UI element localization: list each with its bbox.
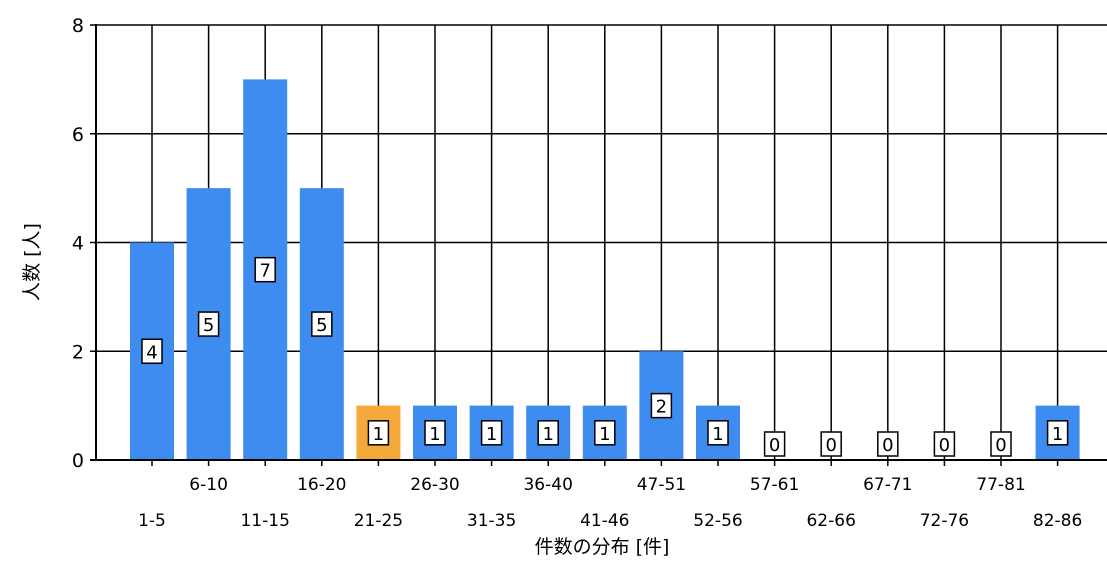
x-tick-label: 1-5 xyxy=(138,511,166,531)
data-label-box xyxy=(254,256,276,283)
data-label-box xyxy=(311,311,333,337)
data-label: 0 xyxy=(995,435,1006,456)
data-label: 1 xyxy=(429,424,440,445)
y-tick-label: 4 xyxy=(72,233,84,255)
x-tick-label: 21-25 xyxy=(354,511,403,531)
data-label-box xyxy=(537,420,559,446)
x-tick-label: 77-81 xyxy=(976,475,1025,495)
data-label-box xyxy=(367,420,390,446)
x-tick-label: 6-10 xyxy=(189,475,228,495)
data-labels: 4 5 7 5 1 1 1 1 1 2 1 0 0 0 0 0 1 xyxy=(141,256,1069,457)
data-label-box xyxy=(1046,420,1069,446)
x-tick-label: 11-15 xyxy=(240,511,289,531)
data-label: 0 xyxy=(825,435,836,456)
bars xyxy=(130,79,1080,460)
x-tick-label: 36-40 xyxy=(523,475,572,495)
data-label: 5 xyxy=(316,315,327,336)
x-tick-label: 82-86 xyxy=(1033,511,1082,531)
data-label: 1 xyxy=(599,424,610,445)
data-label: 5 xyxy=(203,315,214,336)
data-label: 0 xyxy=(769,435,780,456)
x-axis-title: 件数の分布 [件] xyxy=(535,536,670,558)
data-label-box xyxy=(424,420,446,446)
x-tick-label: 62-66 xyxy=(806,511,855,531)
data-label: 1 xyxy=(1052,424,1063,445)
x-tick-label: 52-56 xyxy=(693,511,742,531)
data-label: 1 xyxy=(373,424,384,445)
data-label: 1 xyxy=(542,424,553,445)
data-label: 4 xyxy=(146,342,157,363)
data-label: 1 xyxy=(486,424,497,445)
x-tick-label: 26-30 xyxy=(410,475,459,495)
data-label-box xyxy=(707,420,729,446)
y-axis-title: 人数 [人] xyxy=(21,223,43,301)
data-label-box xyxy=(594,420,616,446)
data-label-box xyxy=(990,431,1012,457)
x-tick-label: 67-71 xyxy=(863,475,912,495)
x-tick-label: 57-61 xyxy=(750,475,799,495)
data-label-box xyxy=(763,431,786,457)
data-label-box xyxy=(933,431,956,457)
y-tick-label: 8 xyxy=(72,15,84,37)
tick-labels: 0 2 4 6 8 1-5 6-10 11-15 16-20 21-25 26-30 31-35 36-… xyxy=(72,15,1082,531)
data-label: 0 xyxy=(939,435,950,456)
data-label: 7 xyxy=(259,261,270,282)
x-tick-label: 16-20 xyxy=(297,475,346,495)
data-label-box xyxy=(197,311,220,337)
y-tick-label: 2 xyxy=(72,341,84,363)
data-label: 2 xyxy=(656,397,667,418)
data-label-box xyxy=(141,338,163,364)
data-label-box xyxy=(650,392,673,419)
x-tick-label: 41-46 xyxy=(580,511,629,531)
x-tick-label: 31-35 xyxy=(467,511,516,531)
x-tick-label: 72-76 xyxy=(920,511,969,531)
data-label-box xyxy=(480,420,503,446)
data-label: 1 xyxy=(712,424,723,445)
axes xyxy=(90,24,1107,466)
data-label-box xyxy=(820,431,842,457)
y-tick-label: 6 xyxy=(72,124,84,146)
x-tick-label: 47-51 xyxy=(637,475,686,495)
data-label-box xyxy=(877,431,899,457)
data-label: 0 xyxy=(882,435,893,456)
y-tick-label: 0 xyxy=(72,450,84,472)
